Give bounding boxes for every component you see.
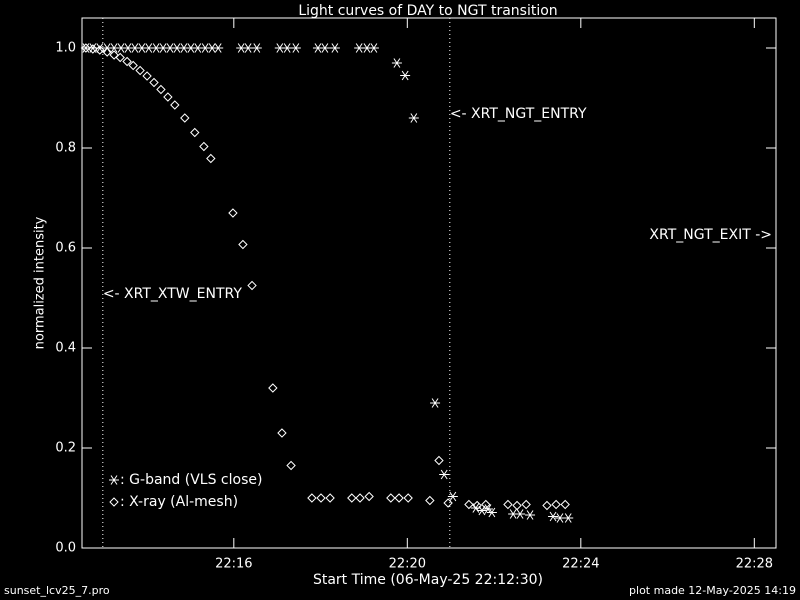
star-marker xyxy=(476,505,487,516)
diamond-marker xyxy=(142,71,152,81)
diamond-marker xyxy=(472,500,482,511)
diamond-marker xyxy=(190,127,200,138)
x-tick-label: 22:20 xyxy=(389,557,426,572)
diamond-marker xyxy=(542,500,552,511)
footer-right: plot made 12-May-2025 14:19 xyxy=(629,584,796,597)
chart-title: Light curves of DAY to NGT transition xyxy=(298,3,557,19)
y-axis-label: normalized intensity xyxy=(33,216,48,349)
diamond-marker xyxy=(403,493,413,503)
star-marker xyxy=(251,43,262,53)
diamond-marker xyxy=(347,493,357,503)
diamond-marker xyxy=(425,495,435,506)
star-marker xyxy=(548,511,559,522)
diamond-marker xyxy=(464,499,474,510)
diamond-marker xyxy=(364,491,374,502)
legend-label: : X-ray (Al-mesh) xyxy=(120,494,238,510)
diamond-marker xyxy=(163,92,173,102)
star-marker xyxy=(408,113,419,123)
x-tick-label: 22:16 xyxy=(215,557,252,572)
diamond-marker xyxy=(481,499,491,510)
star-marker xyxy=(486,507,497,518)
event-label: <- XRT_NGT_ENTRY xyxy=(450,106,587,122)
star-marker xyxy=(243,43,254,53)
x-axis-label: Start Time (06-May-25 22:12:30) xyxy=(313,572,543,588)
diamond-marker xyxy=(109,50,119,60)
legend-marker xyxy=(109,497,119,507)
diamond-marker xyxy=(180,113,190,123)
diamond-marker xyxy=(206,153,216,164)
y-tick-label: 1.0 xyxy=(55,41,76,56)
diamond-marker xyxy=(149,77,159,88)
diamond-marker xyxy=(316,493,326,503)
plot-frame xyxy=(81,17,777,549)
star-marker xyxy=(515,509,526,519)
x-tick-label: 22:28 xyxy=(736,557,773,572)
diamond-marker xyxy=(88,44,98,54)
star-marker xyxy=(447,491,458,502)
diamond-marker xyxy=(521,499,531,510)
star-marker xyxy=(290,43,301,53)
y-tick-label: 0.2 xyxy=(55,441,76,456)
y-tick-label: 0.4 xyxy=(55,341,76,356)
diamond-marker xyxy=(81,43,91,53)
star-marker xyxy=(368,43,379,53)
star-marker xyxy=(391,58,402,68)
diamond-marker xyxy=(128,60,138,71)
diamond-marker xyxy=(434,455,444,466)
y-tick-label: 0.0 xyxy=(55,541,76,556)
star-marker xyxy=(319,43,330,53)
diamond-marker xyxy=(386,493,396,503)
diamond-marker xyxy=(551,499,561,510)
legend-label: : G-band (VLS close) xyxy=(120,472,262,488)
diamond-marker xyxy=(560,499,570,510)
x-tick-label: 22:24 xyxy=(562,557,599,572)
diamond-marker xyxy=(277,428,287,438)
diamond-marker xyxy=(156,84,166,95)
diamond-marker xyxy=(394,493,404,503)
diamond-marker xyxy=(355,493,365,503)
star-marker xyxy=(430,398,441,408)
star-marker xyxy=(282,43,293,53)
event-label: XRT_NGT_EXIT -> xyxy=(649,227,772,243)
diamond-marker xyxy=(443,498,453,508)
star-marker xyxy=(563,513,574,523)
star-marker xyxy=(525,510,536,520)
diamond-marker xyxy=(325,493,335,503)
diamond-marker xyxy=(122,56,132,67)
diamond-marker xyxy=(199,141,209,152)
legend-marker xyxy=(109,475,119,485)
diamond-marker xyxy=(135,65,145,76)
diamond-marker xyxy=(115,52,125,63)
diamond-marker xyxy=(268,383,278,393)
event-label: <- XRT_XTW_ENTRY xyxy=(103,286,243,302)
star-marker xyxy=(439,469,450,480)
y-tick-label: 0.6 xyxy=(55,241,76,256)
diamond-marker xyxy=(228,208,238,218)
star-marker xyxy=(400,70,411,81)
y-tick-label: 0.8 xyxy=(55,141,76,156)
diamond-marker xyxy=(247,280,257,291)
diamond-marker xyxy=(286,460,296,471)
diamond-marker xyxy=(102,47,112,57)
diamond-marker xyxy=(95,45,105,55)
diamond-marker xyxy=(512,500,522,511)
star-marker xyxy=(329,43,340,53)
diamond-marker xyxy=(307,493,317,503)
star-marker xyxy=(213,43,224,53)
diamond-marker xyxy=(170,100,180,110)
diamond-marker xyxy=(503,499,513,510)
diamond-marker xyxy=(238,239,248,250)
footer-left: sunset_lcv25_7.pro xyxy=(4,584,110,597)
